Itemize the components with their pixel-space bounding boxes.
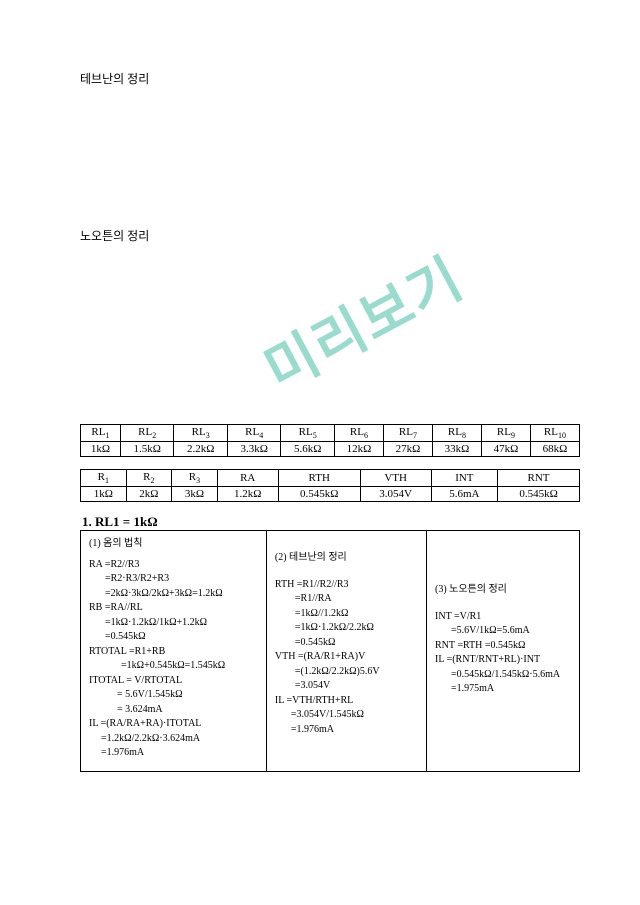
calc-line: =0.545kΩ [275,636,418,651]
table-cell: 1kΩ [81,442,121,457]
calc-column-norton: (3) 노오튼의 정리 INT =V/R1=5.6V/1kΩ=5.6mARNT … [426,531,579,771]
calc-line: =R1//RA [275,592,418,607]
table-header-cell: RL3 [174,425,228,442]
calc-line: =0.545kΩ/1.545kΩ·5.6mA [435,668,571,683]
table-cell: 5.6kΩ [281,442,335,457]
table-cell: 2kΩ [126,487,172,502]
calc-line: INT =V/R1 [435,610,571,625]
heading-norton: 노오튼의 정리 [80,227,580,244]
table-header-cell: RL1 [81,425,121,442]
calc-line: =1kΩ//1.2kΩ [275,607,418,622]
watermark: 미리보기 [249,234,476,406]
table-header-cell: RL5 [281,425,335,442]
table-header-cell: INT [431,470,497,487]
table-cell: 27kΩ [383,442,432,457]
calc-line: =0.545kΩ [89,630,258,645]
column-heading: (1) 옴의 법칙 [89,537,258,552]
calc-line: =2kΩ·3kΩ/2kΩ+3kΩ=1.2kΩ [89,587,258,602]
table-cell: 1kΩ [81,487,127,502]
table-cell: 5.6mA [431,487,497,502]
table-header-cell: RTH [278,470,360,487]
table-row: RL1RL2RL3RL4RL5RL6RL7RL8RL9RL10 [81,425,580,442]
table-cell: 3.054V [360,487,431,502]
calc-line: RNT =RTH =0.545kΩ [435,639,571,654]
table-header-cell: RL10 [530,425,579,442]
calc-line: =1.975mA [435,682,571,697]
calc-line: =1.2kΩ/2.2kΩ·3.624mA [89,732,258,747]
heading-thevenin: 테브난의 정리 [80,70,580,87]
calc-line: RTH =R1//R2//R3 [275,578,418,593]
calc-column-thevenin: (2) 테브난의 정리 RTH =R1//R2//R3=R1//RA=1kΩ//… [266,531,426,771]
table-header-cell: RNT [498,470,580,487]
calc-line: RTOTAL =R1+RB [89,645,258,660]
calc-line: = 3.624mA [89,703,258,718]
table-header-cell: VTH [360,470,431,487]
table-header-cell: RA [217,470,278,487]
table-row: 1kΩ1.5kΩ2.2kΩ3.3kΩ5.6kΩ12kΩ27kΩ33kΩ47kΩ6… [81,442,580,457]
calc-line: =1kΩ·1.2kΩ/2.2kΩ [275,621,418,636]
table-header-cell: R2 [126,470,172,487]
calc-line: =5.6V/1kΩ=5.6mA [435,624,571,639]
table-header-cell: R3 [172,470,218,487]
table-cell: 12kΩ [334,442,383,457]
calculation-box: (1) 옴의 법칙 RA =R2//R3=R2·R3/R2+R3=2kΩ·3kΩ… [80,530,580,772]
table-cell: 0.545kΩ [278,487,360,502]
calc-line: IL =(RA/RA+RA)·ITOTAL [89,717,258,732]
calc-line: =(1.2kΩ/2.2kΩ)5.6V [275,665,418,680]
table-header-cell: RL8 [432,425,481,442]
calc-line: =1kΩ·1.2kΩ/1kΩ+1.2kΩ [89,616,258,631]
calc-column-ohm: (1) 옴의 법칙 RA =R2//R3=R2·R3/R2+R3=2kΩ·3kΩ… [81,531,266,771]
table-row: R1R2R3RARTHVTHINTRNT [81,470,580,487]
table-cell: 47kΩ [481,442,530,457]
calc-line: =3.054V [275,679,418,694]
table-params: R1R2R3RARTHVTHINTRNT 1kΩ2kΩ3kΩ1.2kΩ0.545… [80,469,580,502]
table-header-cell: RL6 [334,425,383,442]
calc-line: RA =R2//R3 [89,558,258,573]
calc-line: =1.976mA [89,746,258,761]
calc-line: = 5.6V/1.545kΩ [89,688,258,703]
section-title: 1. RL1 = 1kΩ [82,514,580,530]
table-cell: 0.545kΩ [498,487,580,502]
calc-line: IL =VTH/RTH+RL [275,694,418,709]
table-header-cell: R1 [81,470,127,487]
calc-line: =1kΩ+0.545kΩ=1.545kΩ [89,659,258,674]
calc-line: IL =(RNT/RNT+RL)·INT [435,653,571,668]
calc-line: =1.976mA [275,723,418,738]
table-header-cell: RL9 [481,425,530,442]
table-header-cell: RL7 [383,425,432,442]
calc-line: RB =RA//RL [89,601,258,616]
table-header-cell: RL2 [120,425,174,442]
table-cell: 3.3kΩ [227,442,281,457]
table-cell: 3kΩ [172,487,218,502]
calc-line: VTH =(RA/R1+RA)V [275,650,418,665]
table-cell: 1.2kΩ [217,487,278,502]
table-row: 1kΩ2kΩ3kΩ1.2kΩ0.545kΩ3.054V5.6mA0.545kΩ [81,487,580,502]
table-cell: 33kΩ [432,442,481,457]
calc-line: =3.054V/1.545kΩ [275,708,418,723]
calc-line: =R2·R3/R2+R3 [89,572,258,587]
table-rl-values: RL1RL2RL3RL4RL5RL6RL7RL8RL9RL10 1kΩ1.5kΩ… [80,424,580,457]
column-heading: (2) 테브난의 정리 [275,551,418,566]
table-cell: 1.5kΩ [120,442,174,457]
table-cell: 2.2kΩ [174,442,228,457]
column-heading: (3) 노오튼의 정리 [435,583,571,598]
table-cell: 68kΩ [530,442,579,457]
calc-line: ITOTAL = V/RTOTAL [89,674,258,689]
table-header-cell: RL4 [227,425,281,442]
